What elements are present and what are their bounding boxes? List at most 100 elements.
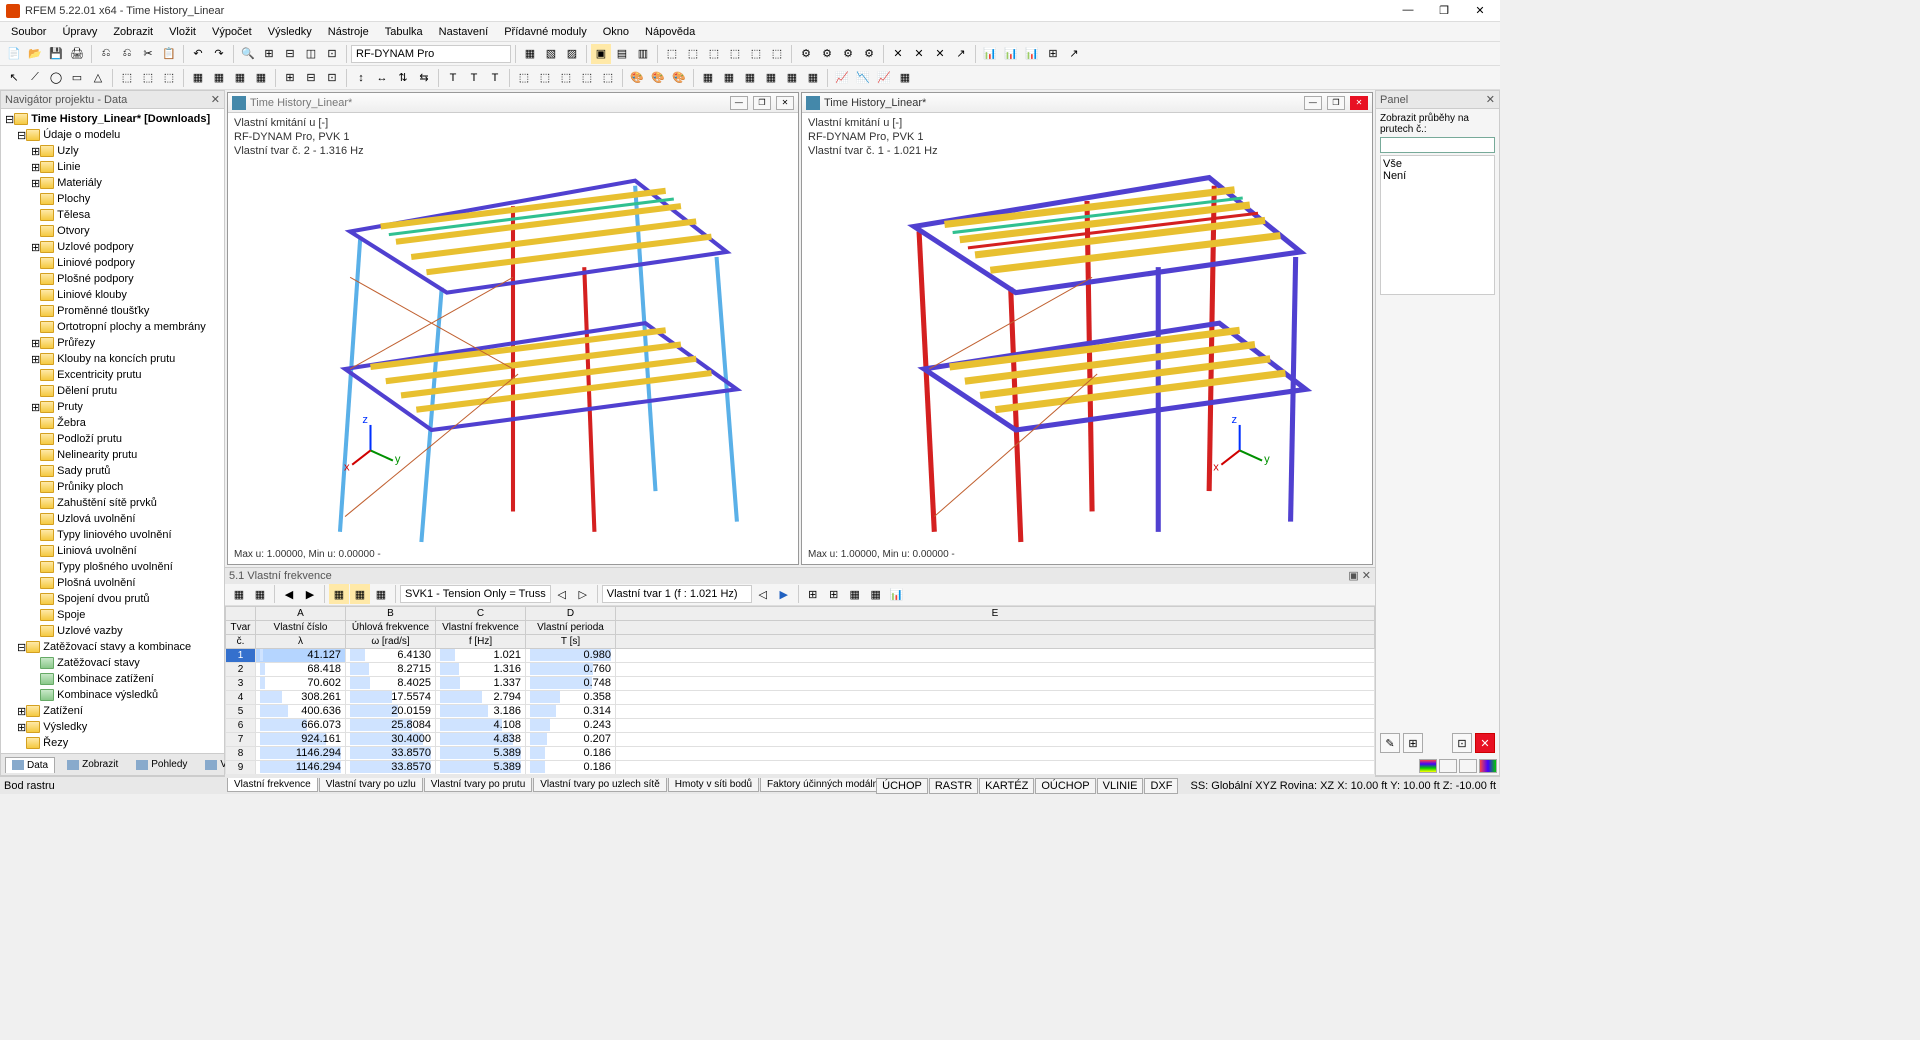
status-btn-oúchop[interactable]: OÚCHOP — [1035, 778, 1095, 794]
table-row[interactable]: 268.4188.27151.3160.760 — [226, 662, 1375, 676]
tree-item[interactable]: Dělení prutu — [3, 383, 222, 399]
tb2-17[interactable]: ↔ — [372, 68, 392, 88]
tree-item[interactable]: ⊞ Uzlové podpory — [3, 239, 222, 255]
tree-item[interactable]: Otvory — [3, 223, 222, 239]
tree-item[interactable]: ⊞ Zatížení — [3, 703, 222, 719]
tb-b14[interactable]: ◫ — [301, 44, 321, 64]
tree-item[interactable]: ⊞ Výsledky — [3, 719, 222, 735]
nav-tab-pohledy[interactable]: Pohledy — [130, 757, 193, 772]
tree-item[interactable]: Zahuštění sítě prvků — [3, 495, 222, 511]
tb-b16[interactable]: ▦ — [520, 44, 540, 64]
tree-item[interactable]: Excentricity prutu — [3, 367, 222, 383]
tb-b10[interactable]: ↷ — [209, 44, 229, 64]
tb2-12[interactable]: ▦ — [251, 68, 271, 88]
vp-min[interactable]: — — [730, 96, 748, 110]
tb2-11[interactable]: ▦ — [230, 68, 250, 88]
menu-okno[interactable]: Okno — [596, 24, 636, 40]
tb-b24[interactable]: ⬚ — [704, 44, 724, 64]
tb2-15[interactable]: ⊡ — [322, 68, 342, 88]
tb2-39[interactable]: 📈 — [874, 68, 894, 88]
tb-b21[interactable]: ▥ — [633, 44, 653, 64]
minimize-button[interactable]: — — [1394, 4, 1422, 17]
tree-item[interactable]: Kombinace výsledků — [3, 687, 222, 703]
rt-b7[interactable]: ▦ — [371, 584, 391, 604]
viewport-canvas[interactable]: Vlastní kmitání u [-]RF-DYNAM Pro, PVK 1… — [802, 113, 1372, 564]
tree-item[interactable]: Plochy — [3, 191, 222, 207]
rt-prev[interactable]: ◁ — [552, 584, 572, 604]
tb-b26[interactable]: ⬚ — [746, 44, 766, 64]
tree-item[interactable]: Liniové klouby — [3, 287, 222, 303]
tb-b15[interactable]: ⊡ — [322, 44, 342, 64]
panel-tab-4[interactable] — [1479, 759, 1497, 773]
tree-item[interactable]: Spojení dvou prutů — [3, 591, 222, 607]
tree-item[interactable]: ⊞ Pruty — [3, 399, 222, 415]
tree-item[interactable]: Plošná uvolnění — [3, 575, 222, 591]
tree-item[interactable]: Liniové podpory — [3, 255, 222, 271]
tb2-27[interactable]: ⬚ — [598, 68, 618, 88]
tb-b36[interactable]: 📊 — [980, 44, 1000, 64]
status-btn-rastr[interactable]: RASTR — [929, 778, 978, 794]
tb2-26[interactable]: ⬚ — [577, 68, 597, 88]
tb2-4[interactable]: ▭ — [67, 68, 87, 88]
tb-b33[interactable]: ✕ — [909, 44, 929, 64]
maximize-button[interactable]: ❐ — [1430, 4, 1458, 17]
tb2-31[interactable]: ▦ — [698, 68, 718, 88]
rt-b6[interactable]: ▦ — [350, 584, 370, 604]
tb2-1[interactable]: ↖ — [4, 68, 24, 88]
tb2-29[interactable]: 🎨 — [648, 68, 668, 88]
tb2-22[interactable]: T — [485, 68, 505, 88]
tree-item[interactable]: Nelinearity prutu — [3, 447, 222, 463]
menu-nástroje[interactable]: Nástroje — [321, 24, 376, 40]
tb2-34[interactable]: ▦ — [761, 68, 781, 88]
tb-b17[interactable]: ▧ — [541, 44, 561, 64]
table-row[interactable]: 81146.29433.85705.3890.186 — [226, 746, 1375, 760]
table-row[interactable]: 91146.29433.85705.3890.186 — [226, 760, 1375, 774]
tb-b12[interactable]: ⊞ — [259, 44, 279, 64]
tb2-37[interactable]: 📈 — [832, 68, 852, 88]
results-combo-1[interactable]: SVK1 - Tension Only = Truss — [400, 585, 551, 603]
rt-b12[interactable]: 📊 — [887, 584, 907, 604]
tb-b28[interactable]: ⚙ — [796, 44, 816, 64]
rt-next2[interactable]: ▶ — [774, 584, 794, 604]
rt-b9[interactable]: ⊞ — [824, 584, 844, 604]
tb-b35[interactable]: ↗ — [951, 44, 971, 64]
vp-close[interactable]: ✕ — [776, 96, 794, 110]
tree-item[interactable]: Typy liniového uvolnění — [3, 527, 222, 543]
rt-next[interactable]: ▷ — [573, 584, 593, 604]
rt-b1[interactable]: ▦ — [229, 584, 249, 604]
tb2-38[interactable]: 📉 — [853, 68, 873, 88]
tree-item[interactable]: Tělesa — [3, 207, 222, 223]
vp-max[interactable]: ❐ — [753, 96, 771, 110]
tb2-3[interactable]: ◯ — [46, 68, 66, 88]
rt-b4[interactable]: ▶ — [300, 584, 320, 604]
tree-item[interactable]: ⊞ Linie — [3, 159, 222, 175]
tb-b30[interactable]: ⚙ — [838, 44, 858, 64]
tb2-20[interactable]: T — [443, 68, 463, 88]
tree-root[interactable]: ⊟ Time History_Linear* [Downloads] — [3, 111, 222, 127]
table-row[interactable]: 141.1276.41301.0210.980 — [226, 648, 1375, 662]
results-combo-2[interactable]: Vlastní tvar 1 (f : 1.021 Hz) — [602, 585, 752, 603]
tb2-18[interactable]: ⇅ — [393, 68, 413, 88]
tree-item[interactable]: ⊞ Uzly — [3, 143, 222, 159]
tb-b25[interactable]: ⬚ — [725, 44, 745, 64]
table-row[interactable]: 4308.26117.55742.7940.358 — [226, 690, 1375, 704]
tb2-33[interactable]: ▦ — [740, 68, 760, 88]
tb2-30[interactable]: 🎨 — [669, 68, 689, 88]
menu-zobrazit[interactable]: Zobrazit — [106, 24, 160, 40]
tb-b20[interactable]: ▤ — [612, 44, 632, 64]
panel-tab-2[interactable] — [1439, 759, 1457, 773]
tree-item[interactable]: Zatěžovací stavy — [3, 655, 222, 671]
tb2-21[interactable]: T — [464, 68, 484, 88]
table-row[interactable]: 6666.07325.80844.1080.243 — [226, 718, 1375, 732]
menu-nastavení[interactable]: Nastavení — [432, 24, 496, 40]
tb2-16[interactable]: ↕ — [351, 68, 371, 88]
tree-item[interactable]: Spoje — [3, 607, 222, 623]
tb-b29[interactable]: ⚙ — [817, 44, 837, 64]
panel-close-icon[interactable]: ▣ ✕ — [1348, 569, 1371, 582]
vp-close[interactable]: ✕ — [1350, 96, 1368, 110]
tree-item[interactable]: Žebra — [3, 415, 222, 431]
tb-b6[interactable]: ⎌ — [117, 44, 137, 64]
tb-b9[interactable]: ↶ — [188, 44, 208, 64]
tree-item[interactable]: Liniová uvolnění — [3, 543, 222, 559]
tb2-13[interactable]: ⊞ — [280, 68, 300, 88]
